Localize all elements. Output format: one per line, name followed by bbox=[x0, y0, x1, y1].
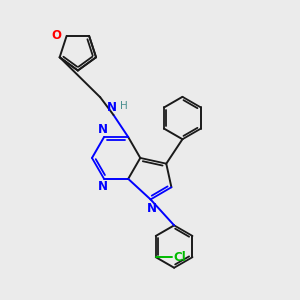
Text: H: H bbox=[120, 101, 128, 111]
Text: N: N bbox=[147, 202, 157, 215]
Text: N: N bbox=[98, 123, 108, 136]
Text: N: N bbox=[98, 180, 108, 193]
Text: Cl: Cl bbox=[173, 251, 186, 264]
Text: O: O bbox=[51, 29, 61, 42]
Text: N: N bbox=[107, 101, 117, 114]
